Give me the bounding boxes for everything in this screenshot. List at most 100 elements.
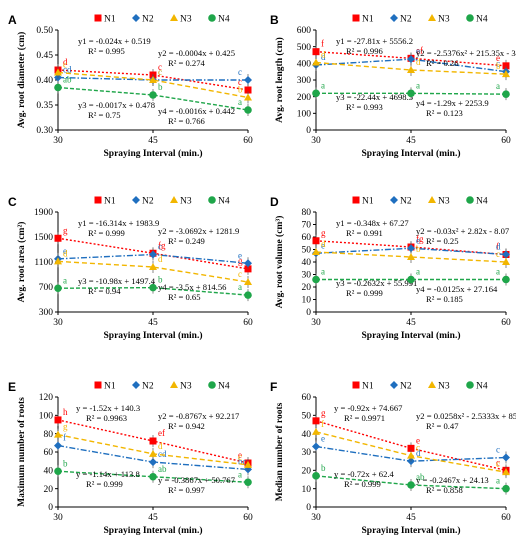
significance-letter: c <box>496 445 500 455</box>
data-point-n3 <box>502 468 510 476</box>
significance-letter: e <box>321 434 325 444</box>
data-point-n2 <box>407 55 415 64</box>
trend-line-n4 <box>315 475 507 490</box>
regression-equation: y1 = -0.348x + 67.27 <box>336 218 409 228</box>
legend-label-n1: N1 <box>104 197 116 207</box>
x-tick-label: 45 <box>406 318 416 328</box>
significance-letter: c <box>158 67 162 77</box>
legend-label-n3: N3 <box>438 15 450 25</box>
r-squared-label: R² = 0.94 <box>88 286 121 296</box>
data-point-n4 <box>149 472 157 481</box>
chart-panel-a: 0.30 0.35 0.40 0.45 0.50 30 45 60 Spraying Inter… <box>8 13 253 159</box>
y-tick-label: 60 <box>302 393 312 403</box>
trend-line-n1 <box>315 420 507 472</box>
legend-marker-n3 <box>170 14 178 21</box>
significance-letter: fg <box>416 234 424 244</box>
data-point-n4 <box>407 89 415 98</box>
panel-letter: F <box>270 380 277 394</box>
regression-equation: y3 = -0.2632x + 55.991 <box>336 278 417 288</box>
significance-letter: e <box>496 53 500 63</box>
legend-label-n2: N2 <box>400 382 412 392</box>
legend-marker-n4 <box>208 196 216 204</box>
data-point-n2 <box>312 442 320 451</box>
legend-marker-n4 <box>466 196 474 204</box>
significance-letter: b <box>321 463 326 473</box>
data-point-n3 <box>244 278 252 285</box>
legend-marker-n2 <box>390 14 398 22</box>
significance-letter: h <box>63 407 68 417</box>
data-point-n3 <box>312 58 320 66</box>
legend-marker-n4 <box>208 14 216 22</box>
significance-letter: g <box>321 408 326 418</box>
data-point-n2 <box>54 441 62 450</box>
x-axis-title: Spraying Interval (min.) <box>104 525 203 536</box>
r-squared-label: R² = 0.995 <box>88 46 125 56</box>
r-squared-label: R² = 0.75 <box>88 110 121 120</box>
significance-letter: a <box>238 282 242 292</box>
data-point-n2 <box>244 259 252 268</box>
significance-letter: a <box>321 80 325 90</box>
data-point-n4 <box>312 472 320 480</box>
significance-letter: f <box>63 433 66 443</box>
legend-label-n3: N3 <box>438 197 450 207</box>
y-tick-label: 700 <box>39 283 54 293</box>
legend-marker-n1 <box>94 381 102 389</box>
significance-letter: b <box>158 82 163 92</box>
series-n3: d d c y3 = -10.98x + 1497.4R² = 0.94 <box>54 248 252 296</box>
x-tick-label: 60 <box>243 318 253 328</box>
regression-equation: y2 = -0.8767x + 92.217 <box>158 411 240 421</box>
y-tick-label: 20 <box>302 467 312 477</box>
significance-letter: ef <box>158 428 165 438</box>
r-squared-label: R² = 0.999 <box>344 479 381 489</box>
significance-letter: c <box>238 269 242 279</box>
y-axis-title: Avg. root area (cm²) <box>16 222 27 303</box>
chart-panel-d: 0 10 20 30 40 50 60 70 80 30 45 60 Spraying Interval… <box>270 195 511 341</box>
data-point-n3 <box>149 449 157 457</box>
significance-letter: ab <box>63 75 72 85</box>
regression-equation: y2 = -3.0692x + 1281.9 <box>158 226 239 236</box>
data-point-n1 <box>312 417 320 425</box>
y-axis-title: Avg. root volume (cm³) <box>274 216 285 309</box>
x-tick-label: 45 <box>406 513 416 523</box>
x-tick-label: 45 <box>148 318 158 328</box>
significance-letter: g <box>238 256 243 266</box>
y-tick-label: 50 <box>302 246 312 256</box>
y-tick-label: 20 <box>44 485 54 495</box>
legend-label-n4: N4 <box>476 197 488 207</box>
y-tick-label: 0 <box>48 503 53 513</box>
x-axis-title: Spraying Interval (min.) <box>362 525 461 536</box>
data-point-n2 <box>244 76 252 84</box>
x-axis-title: Spraying Interval (min.) <box>362 330 461 341</box>
x-tick-label: 45 <box>148 513 158 523</box>
regression-equation: y = -0.2467x + 24.13 <box>416 475 489 485</box>
data-point-n4 <box>312 275 320 284</box>
y-tick-label: 20 <box>302 283 312 293</box>
legend-marker-n4 <box>208 381 216 389</box>
r-squared-label: R² = 0.766 <box>168 116 205 126</box>
chart-panel-b: 0 100 200 300 400 500 600 30 45 60 Spraying Interv… <box>270 13 516 159</box>
significance-letter: d <box>321 50 326 60</box>
data-point-n2 <box>149 250 157 259</box>
significance-letter: b <box>63 458 68 468</box>
significance-letter: f <box>321 419 324 429</box>
legend-marker-n1 <box>352 14 360 22</box>
significance-letter: c <box>496 457 500 467</box>
y-tick-label: 80 <box>302 208 312 218</box>
data-point-n4 <box>502 275 510 284</box>
legend-marker-n1 <box>352 196 360 204</box>
data-point-n4 <box>502 90 510 98</box>
panel-letter: E <box>8 380 16 394</box>
y-tick-label: 30 <box>302 271 312 281</box>
legend-label-n1: N1 <box>362 197 374 207</box>
regression-equation: y1 = -0.024x + 0.519 <box>78 36 151 46</box>
y-tick-label: 0.50 <box>36 26 53 36</box>
r-squared-label: R² = 0.999 <box>88 228 125 238</box>
legend-label-n2: N2 <box>400 15 412 25</box>
legend-marker-n3 <box>170 381 178 388</box>
data-point-n4 <box>407 275 415 284</box>
y-tick-label: 600 <box>297 26 312 36</box>
regression-equation: y4 = -0.0016x + 0.442 <box>158 106 235 116</box>
r-squared-label: R² = 0.274 <box>168 58 205 68</box>
